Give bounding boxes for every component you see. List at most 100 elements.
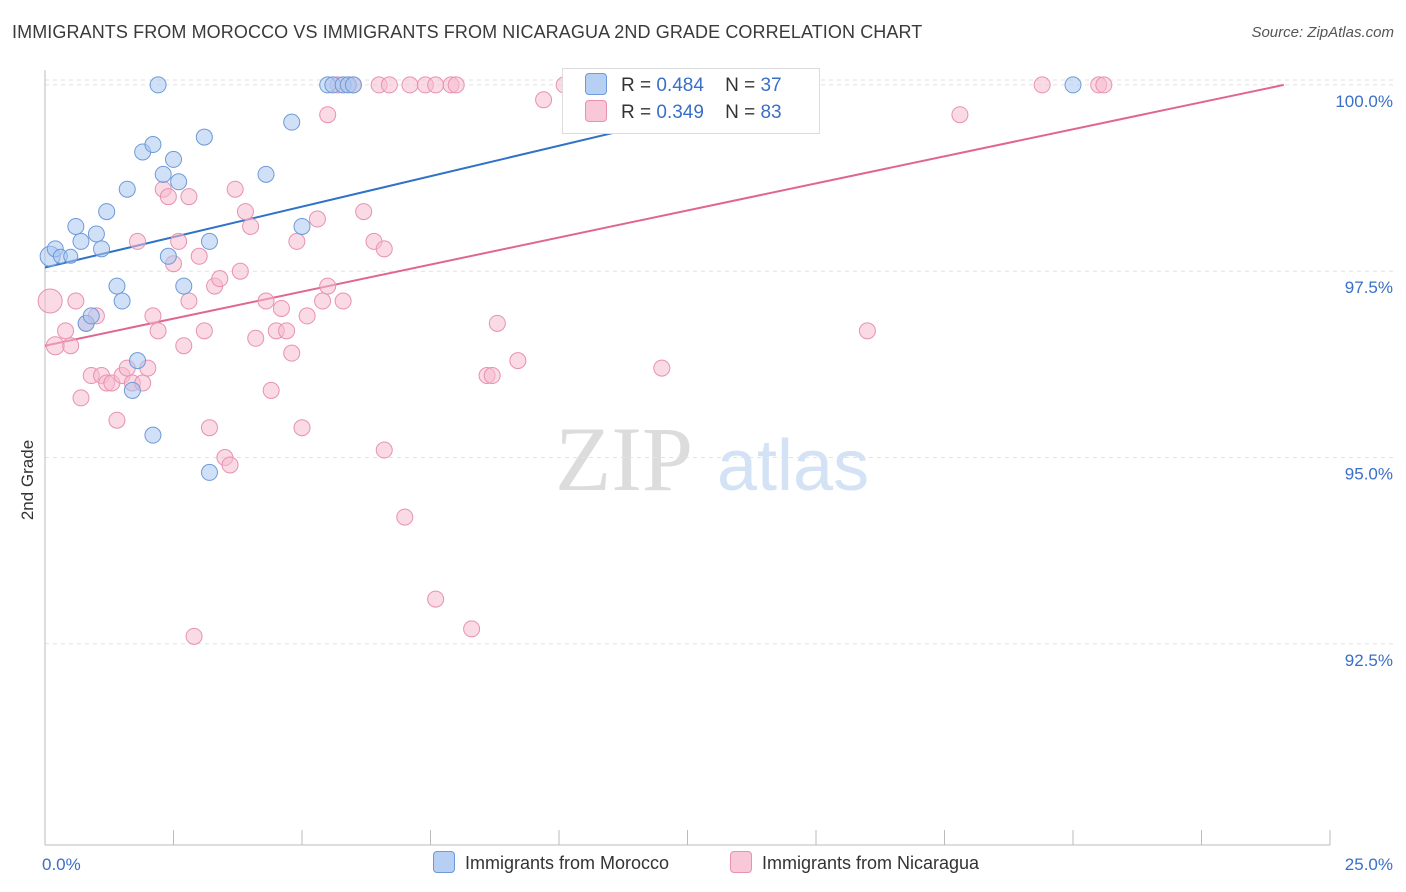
nicaragua-point [653, 359, 671, 377]
nicaragua-point [319, 277, 337, 295]
nicaragua-point [314, 292, 332, 310]
nicaragua-point [488, 314, 506, 332]
legend-swatch-morocco [585, 73, 607, 95]
nicaragua-point [257, 292, 275, 310]
nicaragua-point [144, 307, 162, 325]
watermark-zip: ZIP [555, 408, 693, 510]
morocco-point [195, 128, 213, 146]
nicaragua-point [190, 247, 208, 265]
bottom-legend-swatch-morocco [433, 851, 455, 874]
morocco-point [123, 381, 141, 399]
morocco-point [108, 277, 126, 295]
morocco-point [98, 203, 116, 221]
y-axis-label-wrap: 2nd Grade [8, 440, 48, 520]
nicaragua-point [427, 590, 445, 608]
morocco-point [93, 240, 111, 258]
chart-title: IMMIGRANTS FROM MOROCCO VS IMMIGRANTS FR… [12, 22, 923, 42]
nicaragua-point [375, 441, 393, 459]
morocco-point [144, 136, 162, 154]
nicaragua-point [272, 299, 290, 317]
x-tick-label: 25.0% [1345, 855, 1393, 874]
nicaragua-point [1033, 76, 1051, 94]
nicaragua-point [380, 76, 398, 94]
legend-swatch-nicaragua [585, 100, 607, 122]
nicaragua-point [283, 344, 301, 362]
nicaragua-point [211, 270, 229, 288]
morocco-point [165, 150, 182, 168]
nicaragua-point [67, 292, 85, 310]
morocco-point [129, 352, 147, 370]
legend-n-label: N = [725, 75, 756, 97]
nicaragua-point [159, 188, 177, 206]
bottom-legend-morocco: Immigrants from Morocco [433, 851, 670, 877]
nicaragua-point [200, 419, 218, 437]
nicaragua-point [221, 456, 239, 474]
nicaragua-point [1095, 76, 1113, 94]
bottom-legend-label-nicaragua: Immigrants from Nicaragua [762, 853, 980, 873]
y-tick-label: 100.0% [1335, 92, 1393, 111]
morocco-point [72, 232, 90, 250]
nicaragua-point [170, 232, 188, 250]
y-tick-label: 92.5% [1345, 651, 1393, 670]
watermark-atlas: atlas [717, 426, 869, 506]
nicaragua-point [57, 322, 75, 340]
legend-r-value: 0.484 [656, 75, 704, 97]
morocco-point [170, 173, 188, 191]
bottom-legend-swatch-nicaragua [730, 851, 752, 874]
legend-r-label: R = [621, 75, 652, 97]
nicaragua-point [149, 322, 167, 340]
nicaragua-point [308, 210, 326, 228]
morocco-point [118, 180, 136, 198]
morocco-point [175, 277, 193, 295]
nicaragua-point [509, 352, 527, 370]
y-axis-label: 2nd Grade [18, 439, 37, 521]
bottom-legend-nicaragua: Immigrants from Nicaragua [730, 851, 980, 877]
nicaragua-point [45, 336, 65, 356]
morocco-point [200, 232, 218, 250]
nicaragua-point [242, 217, 260, 235]
nicaragua-point [396, 508, 414, 526]
nicaragua-point [447, 76, 465, 94]
legend-r-label: R = [621, 102, 652, 124]
nicaragua-point [319, 106, 337, 124]
nicaragua-point [180, 292, 198, 310]
tick-labels: 100.0% 97.5% 95.0% 92.5% 0.0% 25.0% [42, 92, 1393, 874]
nicaragua-point [262, 381, 280, 399]
legend-n-label: N = [725, 102, 756, 124]
y-tick-label: 97.5% [1345, 278, 1393, 297]
x-tick-label: 0.0% [42, 855, 81, 874]
bottom-legend-label-morocco: Immigrants from Morocco [465, 853, 670, 873]
legend-n-value: 37 [760, 75, 782, 97]
morocco-point [67, 217, 85, 235]
nicaragua-point [535, 91, 553, 109]
nicaragua-point [375, 240, 393, 258]
nicaragua-point [129, 232, 147, 250]
nicaragua-point [463, 620, 481, 638]
morocco-point [159, 247, 177, 265]
nicaragua-point [483, 367, 501, 385]
morocco-point [87, 225, 105, 243]
morocco-point [144, 426, 162, 444]
nicaragua-point [185, 627, 203, 645]
nicaragua-point [72, 389, 90, 407]
legend-n-value: 83 [760, 102, 782, 124]
nicaragua-point [293, 419, 311, 437]
nicaragua-point [427, 76, 445, 94]
legend-row-nicaragua: R = 0.349 N = 83 [585, 100, 782, 128]
morocco-point [344, 76, 362, 94]
legend-row-morocco: R = 0.484 N = 37 [585, 73, 782, 101]
nicaragua-point [951, 106, 969, 124]
nicaragua-point [62, 337, 80, 355]
nicaragua-trend-line [44, 83, 1284, 347]
morocco-point [200, 463, 218, 481]
chart-source: Source: ZipAtlas.com [1251, 24, 1394, 41]
nicaragua-point [231, 262, 249, 280]
data-points [37, 76, 1113, 645]
nicaragua-point [298, 307, 316, 325]
axes [44, 70, 1331, 846]
legend-r-value: 0.349 [656, 102, 704, 124]
y-tick-label: 95.0% [1345, 465, 1393, 484]
nicaragua-point [195, 322, 213, 340]
morocco-point [149, 76, 167, 94]
morocco-point [257, 165, 275, 183]
